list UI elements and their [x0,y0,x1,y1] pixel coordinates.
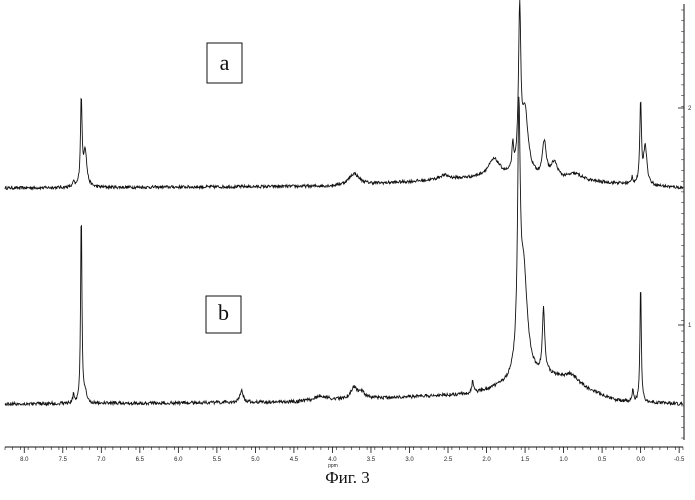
x-tick-label: 7.5 [59,457,68,463]
spectrum-line-a [5,0,683,189]
x-tick-label: 0.0 [636,457,645,463]
x-tick-label: 1.0 [559,457,568,463]
x-tick-label: 8.0 [20,457,29,463]
right-axis-label: 2 [688,106,692,112]
x-tick-label: 7.0 [97,457,106,463]
x-tick-label: 6.0 [174,457,183,463]
x-tick-label: 0.5 [598,457,607,463]
x-tick-label: 1.5 [521,457,530,463]
x-tick-label: 3.5 [367,457,376,463]
spectrum-a [5,0,683,189]
x-axis: 8.07.57.06.56.05.55.04.54.03.53.02.52.01… [5,447,685,463]
x-tick-label: 2.5 [444,457,453,463]
panel-label-b-box: b [206,296,241,333]
panel-label-a-box: a [207,43,242,83]
x-tick-label: 3.0 [405,457,414,463]
right-axis: 21 [678,4,692,440]
right-axis-label: 1 [688,323,692,329]
x-tick-label: -0.5 [674,457,685,463]
x-tick-label: 4.5 [290,457,299,463]
spectrum-line-b [5,97,683,406]
figure-caption: Фиг. 3 [0,468,695,488]
x-tick-label: 2.0 [482,457,491,463]
panel-label-a: a [220,50,230,75]
x-tick-label: 5.5 [213,457,222,463]
x-tick-label: 6.5 [136,457,145,463]
spectrum-b [5,97,683,406]
panel-label-b: b [218,300,229,325]
x-tick-label: 5.0 [251,457,260,463]
